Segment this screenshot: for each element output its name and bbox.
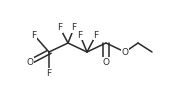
Text: O: O [103,58,109,66]
Text: O: O [122,48,128,56]
Text: F: F [77,31,83,39]
Text: F: F [31,31,36,39]
Text: F: F [94,31,98,39]
Text: F: F [57,24,63,32]
Text: F: F [71,24,77,32]
Text: F: F [46,68,52,77]
Text: O: O [26,58,33,66]
